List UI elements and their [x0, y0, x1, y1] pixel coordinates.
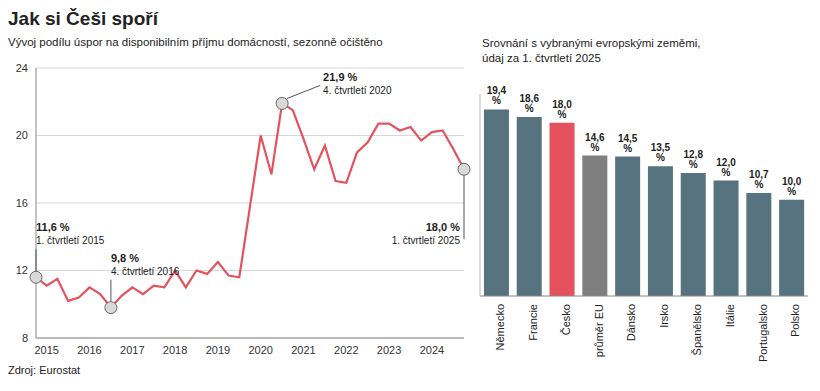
- svg-text:18,0 %: 18,0 %: [426, 221, 460, 233]
- svg-text:12: 12: [16, 264, 28, 276]
- svg-text:Portugalsko: Portugalsko: [757, 304, 769, 362]
- svg-text:10,7%: 10,7%: [749, 169, 769, 190]
- svg-text:průměr EU: průměr EU: [593, 304, 605, 357]
- svg-text:Irsko: Irsko: [658, 304, 670, 328]
- svg-text:12,8%: 12,8%: [684, 149, 704, 170]
- svg-text:2018: 2018: [163, 344, 187, 356]
- svg-text:2016: 2016: [77, 344, 101, 356]
- svg-text:Česko: Česko: [560, 304, 572, 335]
- svg-text:Španělsko: Španělsko: [691, 304, 703, 355]
- svg-text:18,6%: 18,6%: [520, 93, 540, 114]
- svg-text:18,0%: 18,0%: [552, 99, 572, 120]
- svg-text:4. čtvrtletí 2020: 4. čtvrtletí 2020: [323, 85, 392, 96]
- svg-text:Dánsko: Dánsko: [625, 304, 637, 341]
- svg-text:21,9 %: 21,9 %: [323, 71, 357, 83]
- svg-text:Itálie: Itálie: [724, 304, 736, 327]
- svg-text:14,5%: 14,5%: [618, 133, 638, 154]
- svg-text:20: 20: [16, 129, 28, 141]
- svg-text:2015: 2015: [34, 344, 58, 356]
- svg-text:19,4%: 19,4%: [487, 85, 507, 106]
- svg-text:Francie: Francie: [527, 304, 539, 341]
- svg-text:2024: 2024: [420, 344, 444, 356]
- svg-text:1. čtvrtletí 2015: 1. čtvrtletí 2015: [36, 235, 105, 246]
- svg-text:4. čtvrtletí 2016: 4. čtvrtletí 2016: [111, 266, 180, 277]
- svg-text:1. čtvrtletí 2025: 1. čtvrtletí 2025: [392, 235, 461, 246]
- svg-text:8: 8: [22, 332, 28, 344]
- svg-text:14,6%: 14,6%: [585, 132, 605, 153]
- svg-text:2022: 2022: [334, 344, 358, 356]
- svg-text:13,5%: 13,5%: [651, 142, 671, 163]
- svg-text:11,6 %: 11,6 %: [36, 221, 70, 233]
- svg-text:2023: 2023: [377, 344, 401, 356]
- svg-text:2021: 2021: [291, 344, 315, 356]
- svg-text:2017: 2017: [120, 344, 144, 356]
- html-text:Jak si Češi spoří: Jak si Češi spoří: [8, 8, 158, 29]
- svg-text:9,8 %: 9,8 %: [111, 252, 139, 264]
- svg-text:Německo: Německo: [494, 304, 506, 350]
- html-text:Vývoj podílu úspor na disponib: Vývoj podílu úspor na disponibilním příj…: [8, 36, 383, 48]
- svg-text:Polsko: Polsko: [789, 304, 801, 337]
- svg-text:12,0%: 12,0%: [716, 157, 736, 178]
- svg-text:16: 16: [16, 197, 28, 209]
- svg-text:10,0%: 10,0%: [782, 176, 802, 197]
- svg-text:2020: 2020: [248, 344, 272, 356]
- html-text:Zdroj: Eurostat: Zdroj: Eurostat: [8, 364, 81, 376]
- svg-text:2019: 2019: [206, 344, 230, 356]
- svg-text:24: 24: [16, 62, 28, 74]
- html-text:Srovnání s vybranými evropským: Srovnání s vybranými evropskými zeměmi, …: [482, 37, 701, 64]
